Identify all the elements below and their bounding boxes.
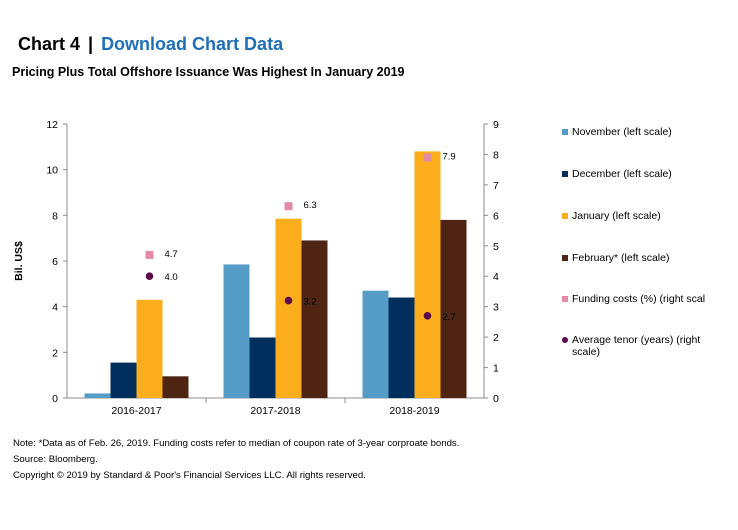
funding-cost-label: 6.3	[304, 200, 317, 211]
y-right-tick-label: 3	[493, 302, 499, 314]
legend-label: Average tenor (years) (right scale)	[572, 334, 701, 358]
y-axis-title: Bil. US$	[13, 241, 25, 281]
y-left-tick-label: 6	[52, 256, 58, 268]
bar-november	[362, 290, 389, 398]
bar-february	[301, 240, 328, 398]
y-left-tick-label: 10	[46, 165, 58, 177]
y-right-tick-label: 5	[493, 241, 499, 253]
chart-header: Chart 4 | Download Chart Data	[18, 34, 283, 55]
bar-february	[440, 219, 467, 398]
x-tick-label: 2018-2019	[389, 405, 439, 417]
bar-february	[162, 376, 189, 398]
bar-december	[110, 362, 137, 398]
legend-swatch	[562, 337, 568, 343]
average-tenor-marker	[423, 312, 432, 320]
legend-swatch	[562, 171, 568, 177]
bar-january	[136, 299, 163, 398]
y-right-tick-label: 2	[493, 332, 499, 344]
y-left-tick-label: 4	[52, 302, 58, 314]
bar-january	[275, 218, 302, 398]
funding-cost-marker	[145, 250, 154, 259]
average-tenor-label: 4.0	[165, 272, 178, 283]
average-tenor-label: 3.2	[304, 297, 317, 308]
legend-label: December (left scale)	[572, 168, 672, 180]
copyright-text: Copyright © 2019 by Standard & Poor's Fi…	[13, 470, 366, 481]
legend-swatch	[562, 255, 568, 261]
header-separator: |	[88, 34, 94, 54]
y-right-tick-label: 4	[493, 271, 499, 283]
funding-cost-marker	[423, 153, 432, 162]
y-right-tick-label: 9	[493, 119, 499, 131]
funding-cost-label: 4.7	[165, 249, 178, 260]
legend-label: January (left scale)	[572, 210, 661, 222]
legend-swatch	[562, 296, 568, 302]
y-right-tick-label: 6	[493, 210, 499, 222]
y-left-tick-label: 12	[46, 119, 58, 131]
note-text: Note: *Data as of Feb. 26, 2019. Funding…	[13, 438, 460, 449]
funding-cost-marker	[284, 202, 293, 211]
source-text: Source: Bloomberg.	[13, 454, 98, 465]
y-right-tick-label: 0	[493, 393, 499, 405]
average-tenor-marker	[284, 296, 293, 305]
y-left-tick-label: 0	[52, 393, 58, 405]
y-left-tick-label: 8	[52, 210, 58, 222]
bar-november	[84, 393, 111, 398]
y-left-tick-label: 2	[52, 347, 58, 359]
legend-label: February* (left scale)	[572, 252, 670, 264]
y-right-tick-label: 8	[493, 149, 499, 161]
x-tick-label: 2017-2018	[250, 405, 300, 417]
legend-swatch	[562, 213, 568, 219]
legend-swatch	[562, 129, 568, 135]
average-tenor-marker	[145, 272, 154, 281]
bar-december	[388, 297, 415, 398]
legend-label: November (left scale)	[572, 126, 672, 138]
download-chart-data-link[interactable]: Download Chart Data	[101, 34, 284, 54]
bar-december	[249, 337, 276, 398]
y-right-tick-label: 7	[493, 180, 499, 192]
bar-january	[414, 151, 441, 398]
y-right-tick-label: 1	[493, 363, 499, 375]
bar-november	[223, 264, 250, 398]
chart-notes: Note: *Data as of Feb. 26, 2019. Funding…	[13, 436, 459, 484]
chart-number: Chart 4	[18, 34, 81, 54]
chart-title: Pricing Plus Total Offshore Issuance Was…	[12, 65, 405, 79]
x-tick-label: 2016-2017	[111, 405, 161, 417]
legend-label: Funding costs (%) (right scal	[572, 293, 706, 305]
funding-cost-label: 7.9	[443, 151, 456, 162]
average-tenor-label: 2.7	[443, 312, 456, 323]
